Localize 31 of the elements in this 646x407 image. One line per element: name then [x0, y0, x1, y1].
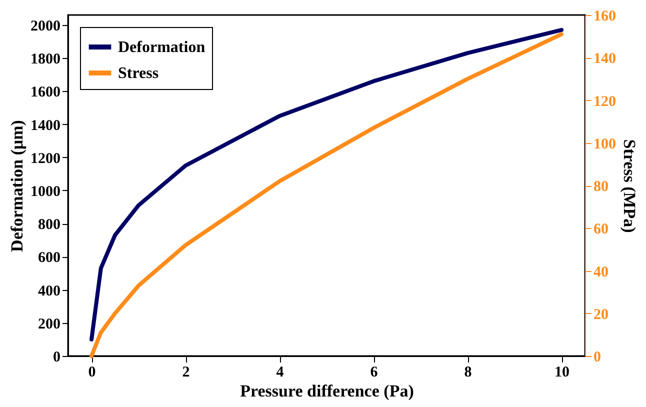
y-tick-label: 1800	[30, 52, 60, 68]
y-tick-label: 1000	[30, 184, 60, 200]
legend-label: Stress	[118, 65, 159, 82]
x-tick-label: 0	[88, 364, 96, 380]
y-tick-label: 1200	[30, 150, 60, 167]
y-axis-title: Deformation (μm)	[8, 120, 26, 252]
y-tick-label: 1400	[30, 118, 60, 134]
y-tick-label: 0	[53, 350, 60, 366]
y2-tick-label: 80	[594, 179, 608, 195]
y2-axis-title: Stress (MPa)	[620, 139, 639, 233]
x-axis-title: Pressure difference (Pa)	[240, 382, 414, 400]
y-tick-label: 2000	[30, 18, 60, 34]
y2-tick-label: 160	[594, 8, 616, 24]
y-tick-label: 800	[38, 217, 60, 234]
y2-tick-label: 0	[594, 350, 601, 366]
x-tick-label: 8	[464, 364, 472, 380]
legend-label: Deformation	[118, 39, 206, 56]
y-tick-label: 1600	[30, 84, 60, 101]
y-tick-label: 600	[38, 250, 60, 266]
y2-tick-label: 120	[594, 94, 616, 110]
x-tick-label: 2	[182, 364, 190, 380]
y2-tick-label: 20	[594, 306, 608, 323]
y2-tick-label: 60	[594, 222, 608, 238]
y-tick-label: 200	[38, 316, 60, 332]
x-tick-label: 6	[370, 364, 378, 380]
y2-tick-label: 40	[594, 264, 608, 280]
x-tick-label: 4	[276, 364, 284, 380]
x-tick-label: 10	[554, 364, 570, 380]
y2-tick-label: 140	[594, 51, 616, 68]
y-tick-label: 400	[38, 283, 60, 300]
y2-tick-label: 100	[594, 136, 616, 152]
